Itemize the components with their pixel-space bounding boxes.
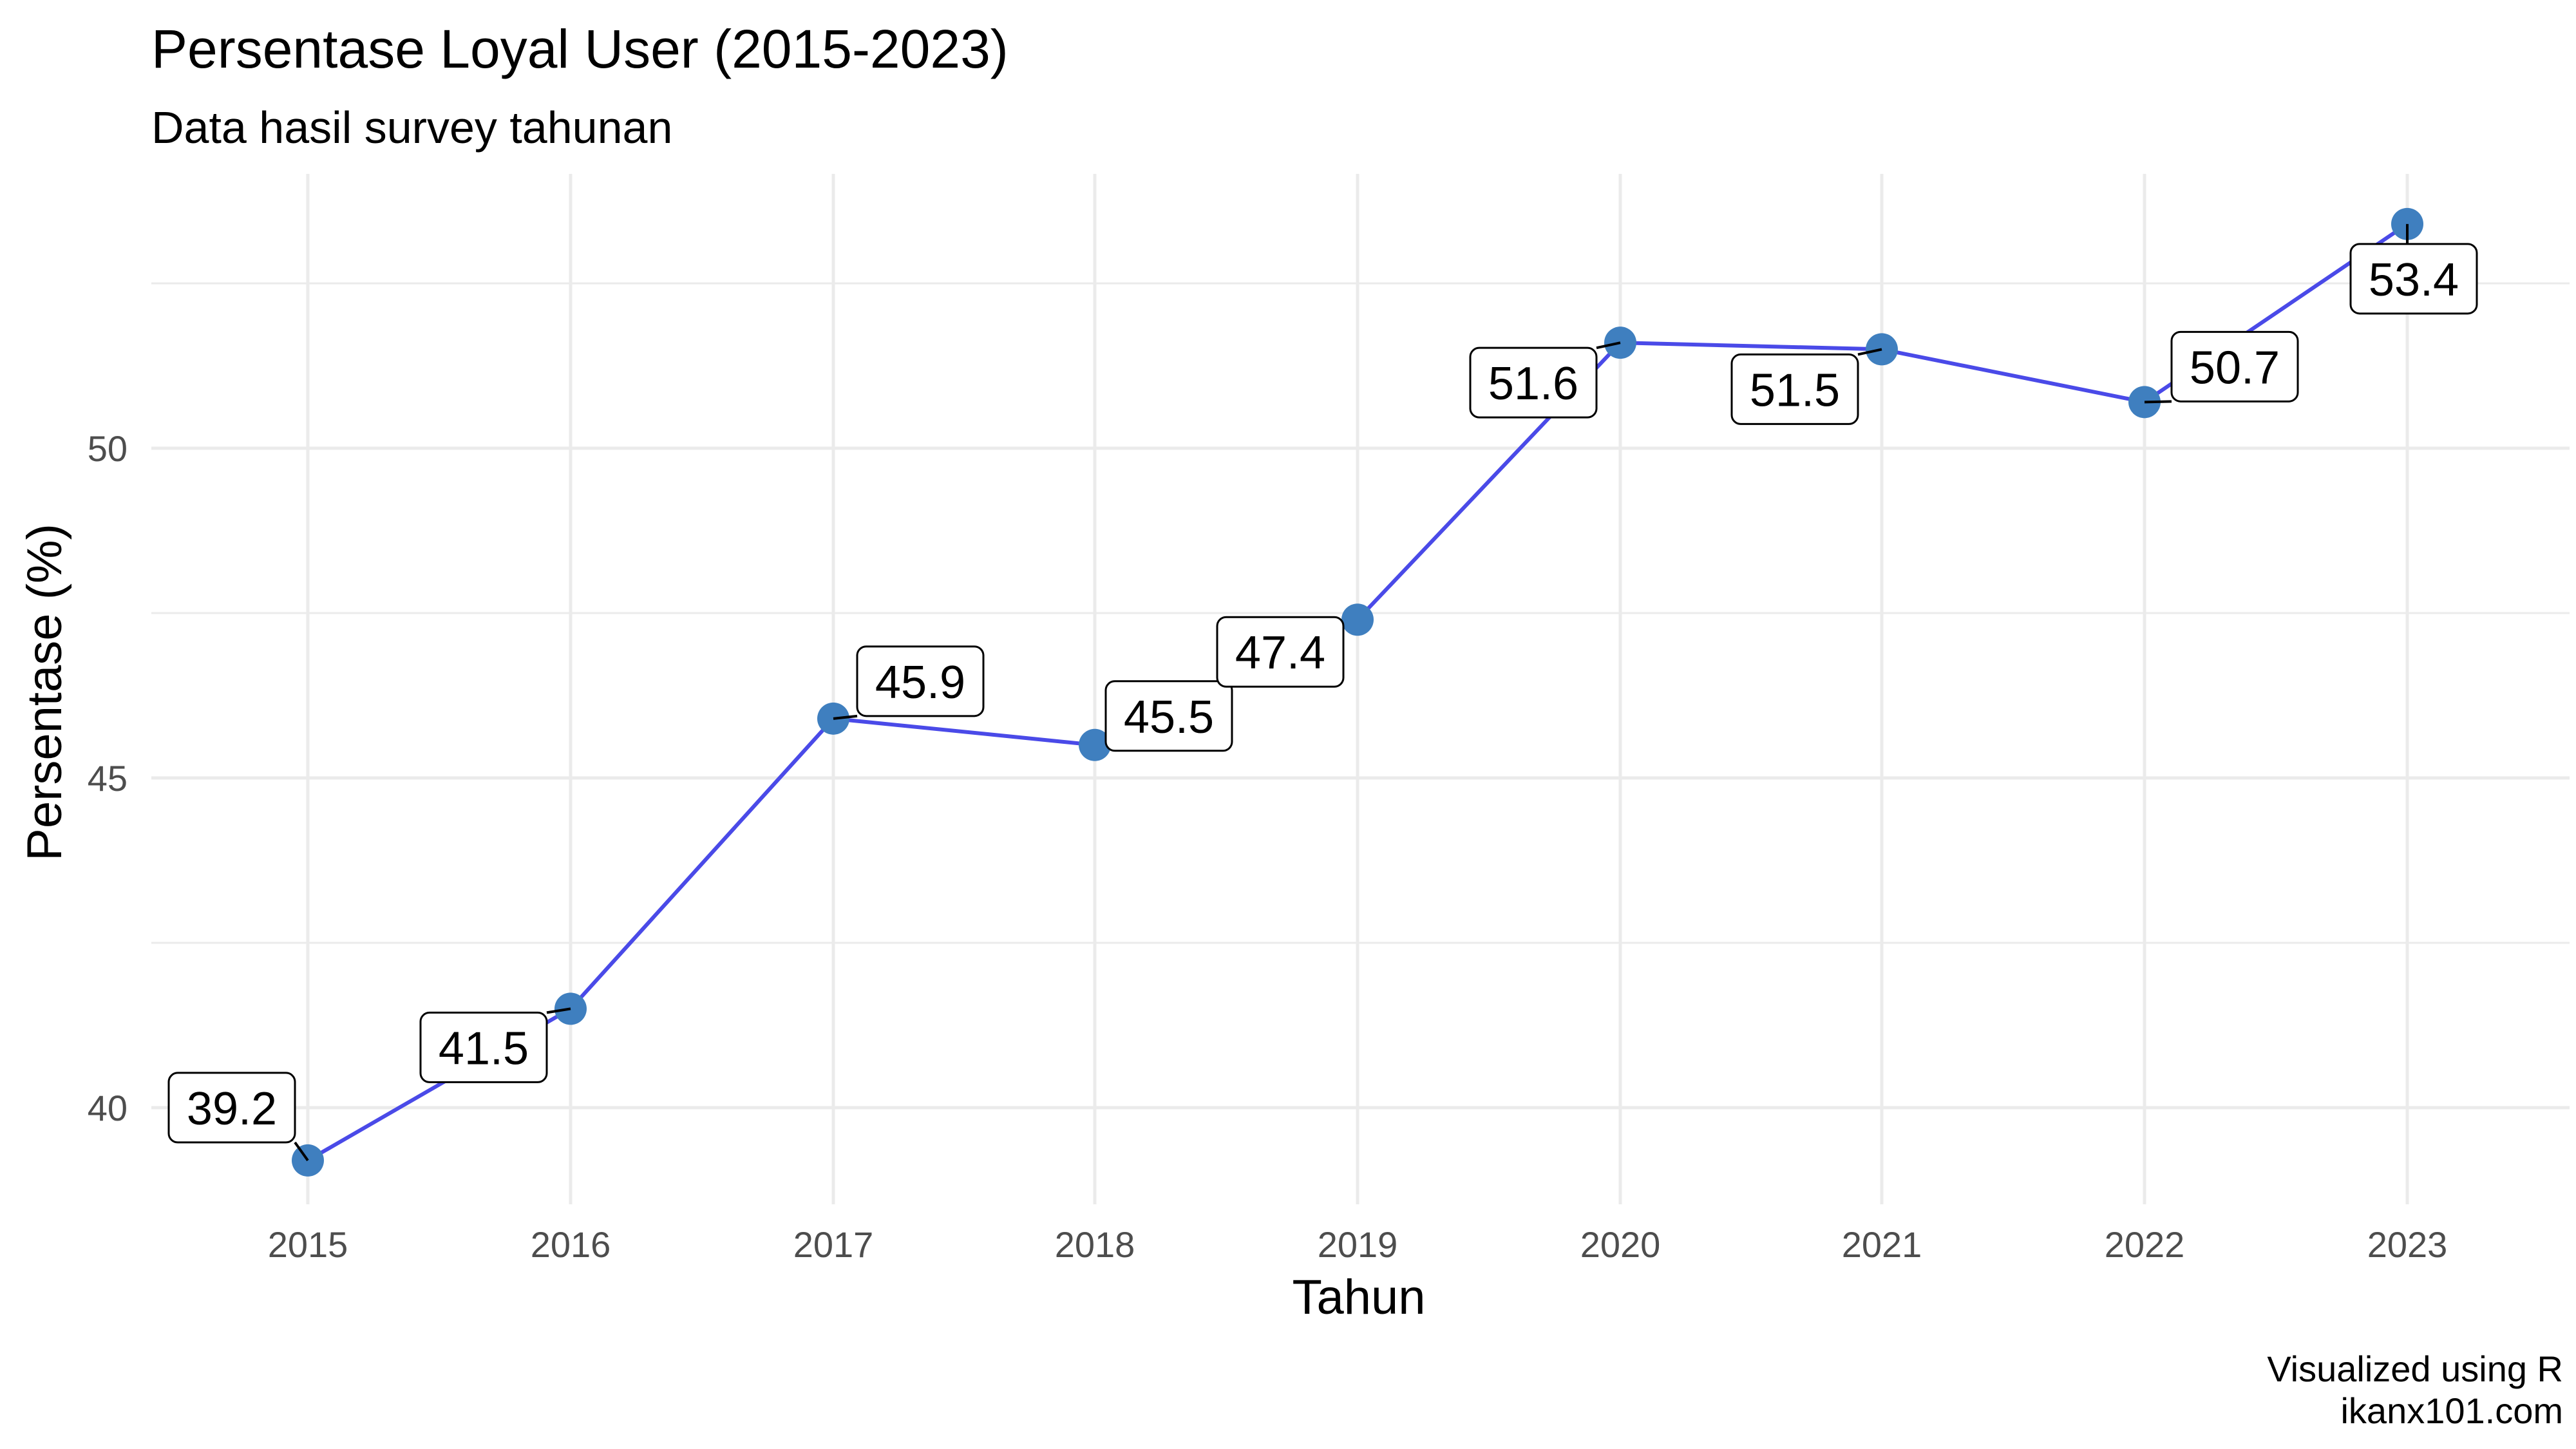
data-label-2018: 45.5	[1104, 680, 1233, 752]
x-tick-label-2017: 2017	[793, 1224, 874, 1265]
data-label-connector	[294, 1141, 309, 1162]
y-axis-title: Persentase (%)	[17, 524, 72, 861]
data-label-text: 41.5	[439, 1023, 529, 1074]
x-tick-label-2018: 2018	[1055, 1224, 1135, 1265]
data-label-text: 39.2	[187, 1083, 277, 1135]
data-point-2018	[1079, 728, 1111, 761]
data-label-box	[856, 645, 985, 717]
data-label-layer: 39.2 41.5 45.9 45.5 47.4 51.6 51.5 50.7 53.4	[167, 223, 2478, 1162]
tick-layer: 2015 2016 2017 2018 2019 2020 2021 2022 2023 40 45…	[88, 428, 2448, 1265]
data-label-2016: 41.5	[419, 1007, 571, 1083]
x-tick-label-2020: 2020	[1580, 1224, 1661, 1265]
caption-line-2: ikanx101.com	[2340, 1390, 2563, 1431]
x-tick-label-2015: 2015	[268, 1224, 348, 1265]
data-label-text: 45.5	[1124, 692, 1214, 743]
y-tick-label-40: 40	[88, 1088, 128, 1128]
data-label-connector	[1857, 348, 1882, 356]
data-label-text: 45.9	[875, 657, 965, 708]
chart-title: Persentase Loyal User (2015-2023)	[151, 19, 1009, 79]
data-label-text: 51.5	[1750, 365, 1840, 416]
data-label-connector	[1596, 341, 1621, 350]
data-label-2020: 51.6	[1469, 341, 1621, 419]
data-label-2023: 53.4	[2349, 223, 2478, 315]
data-label-box	[1730, 353, 1859, 425]
data-label-2015: 39.2	[167, 1072, 309, 1162]
data-label-box	[1216, 616, 1345, 688]
data-label-2021: 51.5	[1730, 348, 1882, 425]
data-label-box	[2349, 243, 2478, 315]
data-point-2019	[1341, 603, 1374, 636]
data-label-connector	[2144, 400, 2172, 404]
x-axis-title: Tahun	[1292, 1270, 1425, 1325]
data-label-2019: 47.4	[1216, 616, 1345, 688]
x-tick-label-2016: 2016	[531, 1224, 611, 1265]
data-label-text: 53.4	[2369, 254, 2459, 306]
data-label-2022: 50.7	[2144, 330, 2299, 404]
x-tick-label-2021: 2021	[1842, 1224, 1922, 1265]
data-label-text: 47.4	[1235, 627, 1325, 679]
data-label-box	[167, 1072, 296, 1144]
data-label-connector	[546, 1007, 571, 1014]
x-tick-label-2023: 2023	[2367, 1224, 2448, 1265]
data-label-connector	[833, 714, 858, 720]
data-label-box	[419, 1011, 548, 1083]
y-tick-label-50: 50	[88, 428, 128, 469]
data-label-2017: 45.9	[833, 645, 985, 720]
caption-line-1: Visualized using R	[2267, 1349, 2563, 1389]
data-label-box	[1469, 346, 1598, 419]
chart-subtitle: Data hasil survey tahunan	[151, 102, 672, 153]
data-label-text: 50.7	[2190, 342, 2280, 393]
x-tick-label-2022: 2022	[2105, 1224, 2185, 1265]
y-tick-label-45: 45	[88, 758, 128, 799]
data-label-text: 51.6	[1488, 358, 1578, 410]
x-tick-label-2019: 2019	[1318, 1224, 1398, 1265]
data-label-box	[2170, 330, 2299, 402]
data-label-box	[1104, 680, 1233, 752]
